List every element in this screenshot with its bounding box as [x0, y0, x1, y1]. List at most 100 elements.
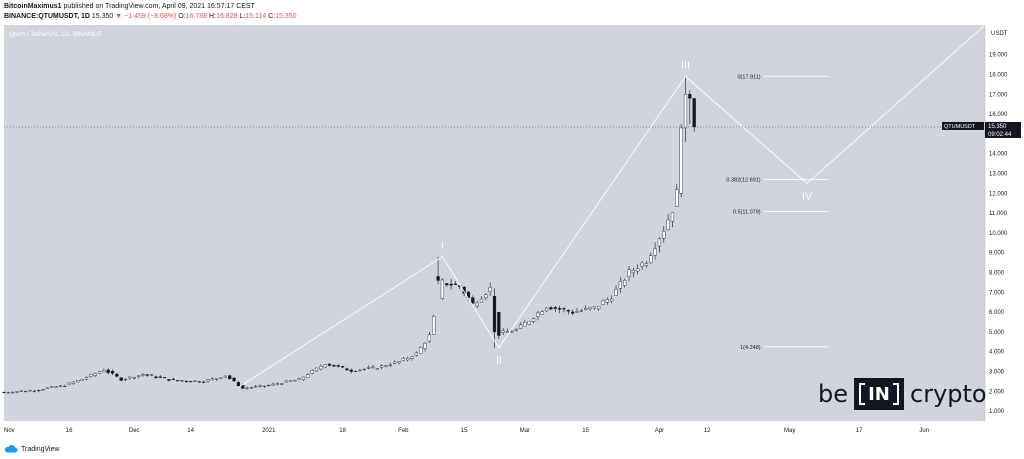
candle-body: [245, 387, 249, 389]
change-arrow-icon: ▼: [115, 13, 123, 20]
price-tick-label: 16.000: [989, 112, 1008, 118]
price-tick-label: 19.000: [989, 53, 1008, 59]
price-tick-label: 7.000: [989, 290, 1005, 296]
symbol-info: BINANCE:QTUMUSDT, 1D 15.350 ▼ −1.459 (−8…: [4, 13, 297, 20]
candle-body: [310, 370, 314, 374]
candle-body: [544, 307, 549, 312]
time-tick-label: 2021: [262, 428, 276, 434]
symbol-name: BINANCE:QTUMUSDT, 1D: [4, 13, 90, 20]
candle-body: [219, 377, 223, 379]
candle-body: [2, 392, 6, 394]
candle-body: [479, 298, 484, 303]
price-axis[interactable]: 1.000 2.000 3.000 4.000 5.000 6.000 7.000 8.000…: [984, 25, 1008, 421]
candle-body: [471, 297, 475, 304]
candle-body: [618, 281, 622, 289]
candle-body: [158, 376, 162, 378]
candle-body: [610, 298, 614, 302]
candle-body: [89, 374, 93, 377]
candle-body: [249, 387, 254, 389]
price-change: −1.459 (−8.68%): [124, 13, 177, 20]
candle-body: [215, 377, 219, 380]
candlestick-chart[interactable]: 0(17.911) 0.382(12.691) 0.5(11.079) 1(4.248…: [0, 23, 1024, 444]
candle-body: [505, 331, 510, 333]
price-tick-label: 3.000: [989, 370, 1005, 376]
publisher-name[interactable]: BitcoinMaximus1: [4, 3, 62, 10]
candle-body: [345, 368, 349, 371]
time-axis[interactable]: Nov 16 Dec 14 2021 18 Feb 15 Mar 15 Apr 12 May 17 Jun: [4, 428, 929, 434]
wave-label: IV: [802, 191, 812, 202]
plot-background[interactable]: [4, 25, 985, 421]
candle-body: [306, 374, 310, 378]
candle-body: [54, 386, 58, 388]
fib-level-label: 0.5(11.079): [733, 210, 761, 216]
price-tick-label: 5.000: [989, 330, 1005, 336]
candle-body: [236, 382, 241, 387]
tradingview-footer[interactable]: TradingView: [4, 445, 60, 453]
candle-body: [275, 383, 280, 385]
price-tick-label: 10.000: [989, 231, 1008, 237]
candle-body: [50, 386, 54, 388]
candle-body: [210, 378, 214, 381]
candle-body: [531, 318, 536, 322]
candle-body: [6, 392, 10, 394]
candle-body: [145, 374, 149, 376]
candle-body: [384, 365, 388, 367]
candle-body: [453, 283, 458, 285]
candle-body: [375, 368, 379, 370]
wave-path: [238, 24, 986, 388]
candle-body: [97, 371, 102, 374]
candle-body: [397, 361, 401, 363]
candle-body: [189, 381, 193, 383]
candle-body: [80, 378, 84, 381]
time-tick-label: 14: [187, 428, 194, 434]
candle-body: [419, 347, 423, 354]
candle-body: [232, 377, 236, 382]
price-tick-label: 18.000: [989, 73, 1008, 79]
candle-body: [102, 369, 106, 373]
candle-body: [440, 279, 445, 299]
candle-body: [414, 352, 418, 356]
candle-body: [167, 379, 171, 381]
candle-body: [653, 248, 657, 256]
candle-body: [353, 371, 358, 373]
tradingview-brand[interactable]: TradingView: [21, 445, 60, 453]
time-tick-label: 15: [582, 428, 589, 434]
candle-body: [484, 294, 488, 299]
price-tick-label: 14.000: [989, 152, 1008, 158]
candle-body: [180, 380, 184, 382]
candle-body: [197, 381, 201, 383]
candle-body: [557, 308, 562, 310]
publish-date: published on TradingView.com, April 09, …: [63, 3, 255, 10]
candle-body: [106, 369, 110, 373]
candle-body: [410, 356, 414, 359]
candle-body: [154, 376, 158, 379]
candle-body: [584, 308, 588, 310]
candle-body: [262, 385, 267, 387]
candle-body: [688, 94, 692, 99]
candles: [2, 76, 696, 394]
candle-body: [71, 381, 76, 384]
candle-body: [132, 377, 136, 379]
candle-body: [540, 311, 544, 315]
candle-body: [579, 310, 583, 312]
candle-body: [462, 286, 466, 294]
candle-body: [501, 330, 505, 333]
time-tick-label: Apr: [655, 428, 664, 434]
candle-body: [358, 369, 362, 371]
time-tick-label: Jun: [919, 428, 929, 434]
candle-body: [84, 377, 89, 380]
chart-area[interactable]: 0(17.911) 0.382(12.691) 0.5(11.079) 1(4.248…: [0, 23, 1024, 444]
candle-body: [592, 306, 596, 309]
candle-body: [371, 366, 375, 368]
time-tick-label: 17: [856, 428, 863, 434]
time-tick-label: Mar: [520, 428, 530, 434]
candle-body: [597, 306, 601, 310]
candle-body: [466, 291, 471, 299]
candle-body: [644, 263, 649, 266]
candle-body: [136, 375, 141, 377]
fib-retracement[interactable]: 0(17.911) 0.382(12.691) 0.5(11.079) 1(4.248…: [726, 74, 829, 351]
candle-body: [67, 382, 71, 386]
wave-label: II: [496, 356, 502, 367]
candle-body: [319, 366, 323, 370]
